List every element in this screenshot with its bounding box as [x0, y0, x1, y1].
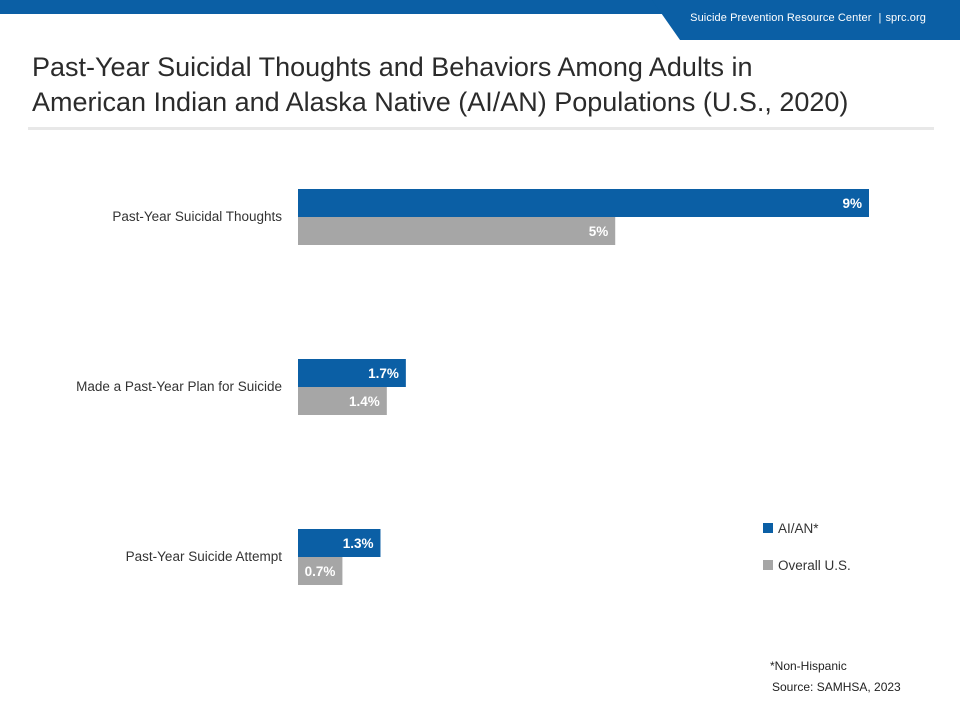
bar-aian	[298, 359, 406, 387]
bar-overall-us	[298, 557, 343, 585]
category-label: Past-Year Suicide Attempt	[126, 549, 283, 564]
header-text: Suicide Prevention Resource Center | sprc.…	[690, 12, 926, 24]
chart-title-line-1: Past-Year Suicidal Thoughts and Behavior…	[32, 52, 753, 82]
bar-chart: Past-Year Suicidal Thoughts 9% 5% Made a Pa…	[76, 189, 869, 585]
header-tab: Suicide Prevention Resource Center | sprc.…	[652, 0, 960, 40]
bar-value-label: 1.7%	[368, 366, 399, 381]
bar-value-label: 0.7%	[305, 564, 336, 579]
category-label: Made a Past-Year Plan for Suicide	[76, 379, 282, 394]
header-separator: |	[878, 12, 882, 24]
bar-aian	[298, 529, 381, 557]
legend: AI/AN* Overall U.S.	[763, 518, 851, 592]
website-link[interactable]: sprc.org	[885, 12, 926, 24]
legend-item-aian: AI/AN*	[763, 518, 851, 538]
bar-value-label: 1.3%	[343, 536, 374, 551]
footnote-source: Source: SAMHSA, 2023	[772, 680, 901, 694]
bar-overall-us	[298, 387, 387, 415]
legend-item-overall: Overall U.S.	[763, 555, 851, 575]
chart-title: Past-Year Suicidal Thoughts and Behavior…	[32, 50, 932, 120]
bar-value-label: 1.4%	[349, 394, 380, 409]
category-label: Past-Year Suicidal Thoughts	[112, 209, 282, 224]
org-name: Suicide Prevention Resource Center	[690, 12, 872, 24]
bar-value-label: 5%	[589, 224, 609, 239]
bar-value-label: 9%	[842, 196, 862, 211]
footnote-non-hispanic: *Non-Hispanic	[770, 659, 847, 673]
bar-overall-us	[298, 217, 616, 245]
chart-title-line-2: American Indian and Alaska Native (AI/AN…	[32, 87, 849, 117]
bar-aian	[298, 189, 869, 217]
title-divider	[28, 127, 934, 130]
legend-swatch-overall	[763, 560, 773, 570]
legend-label-aian: AI/AN*	[778, 520, 819, 536]
legend-swatch-aian	[763, 523, 773, 533]
legend-label-overall: Overall U.S.	[778, 557, 851, 573]
footnotes: *Non-Hispanic Source: SAMHSA, 2023	[770, 656, 901, 698]
